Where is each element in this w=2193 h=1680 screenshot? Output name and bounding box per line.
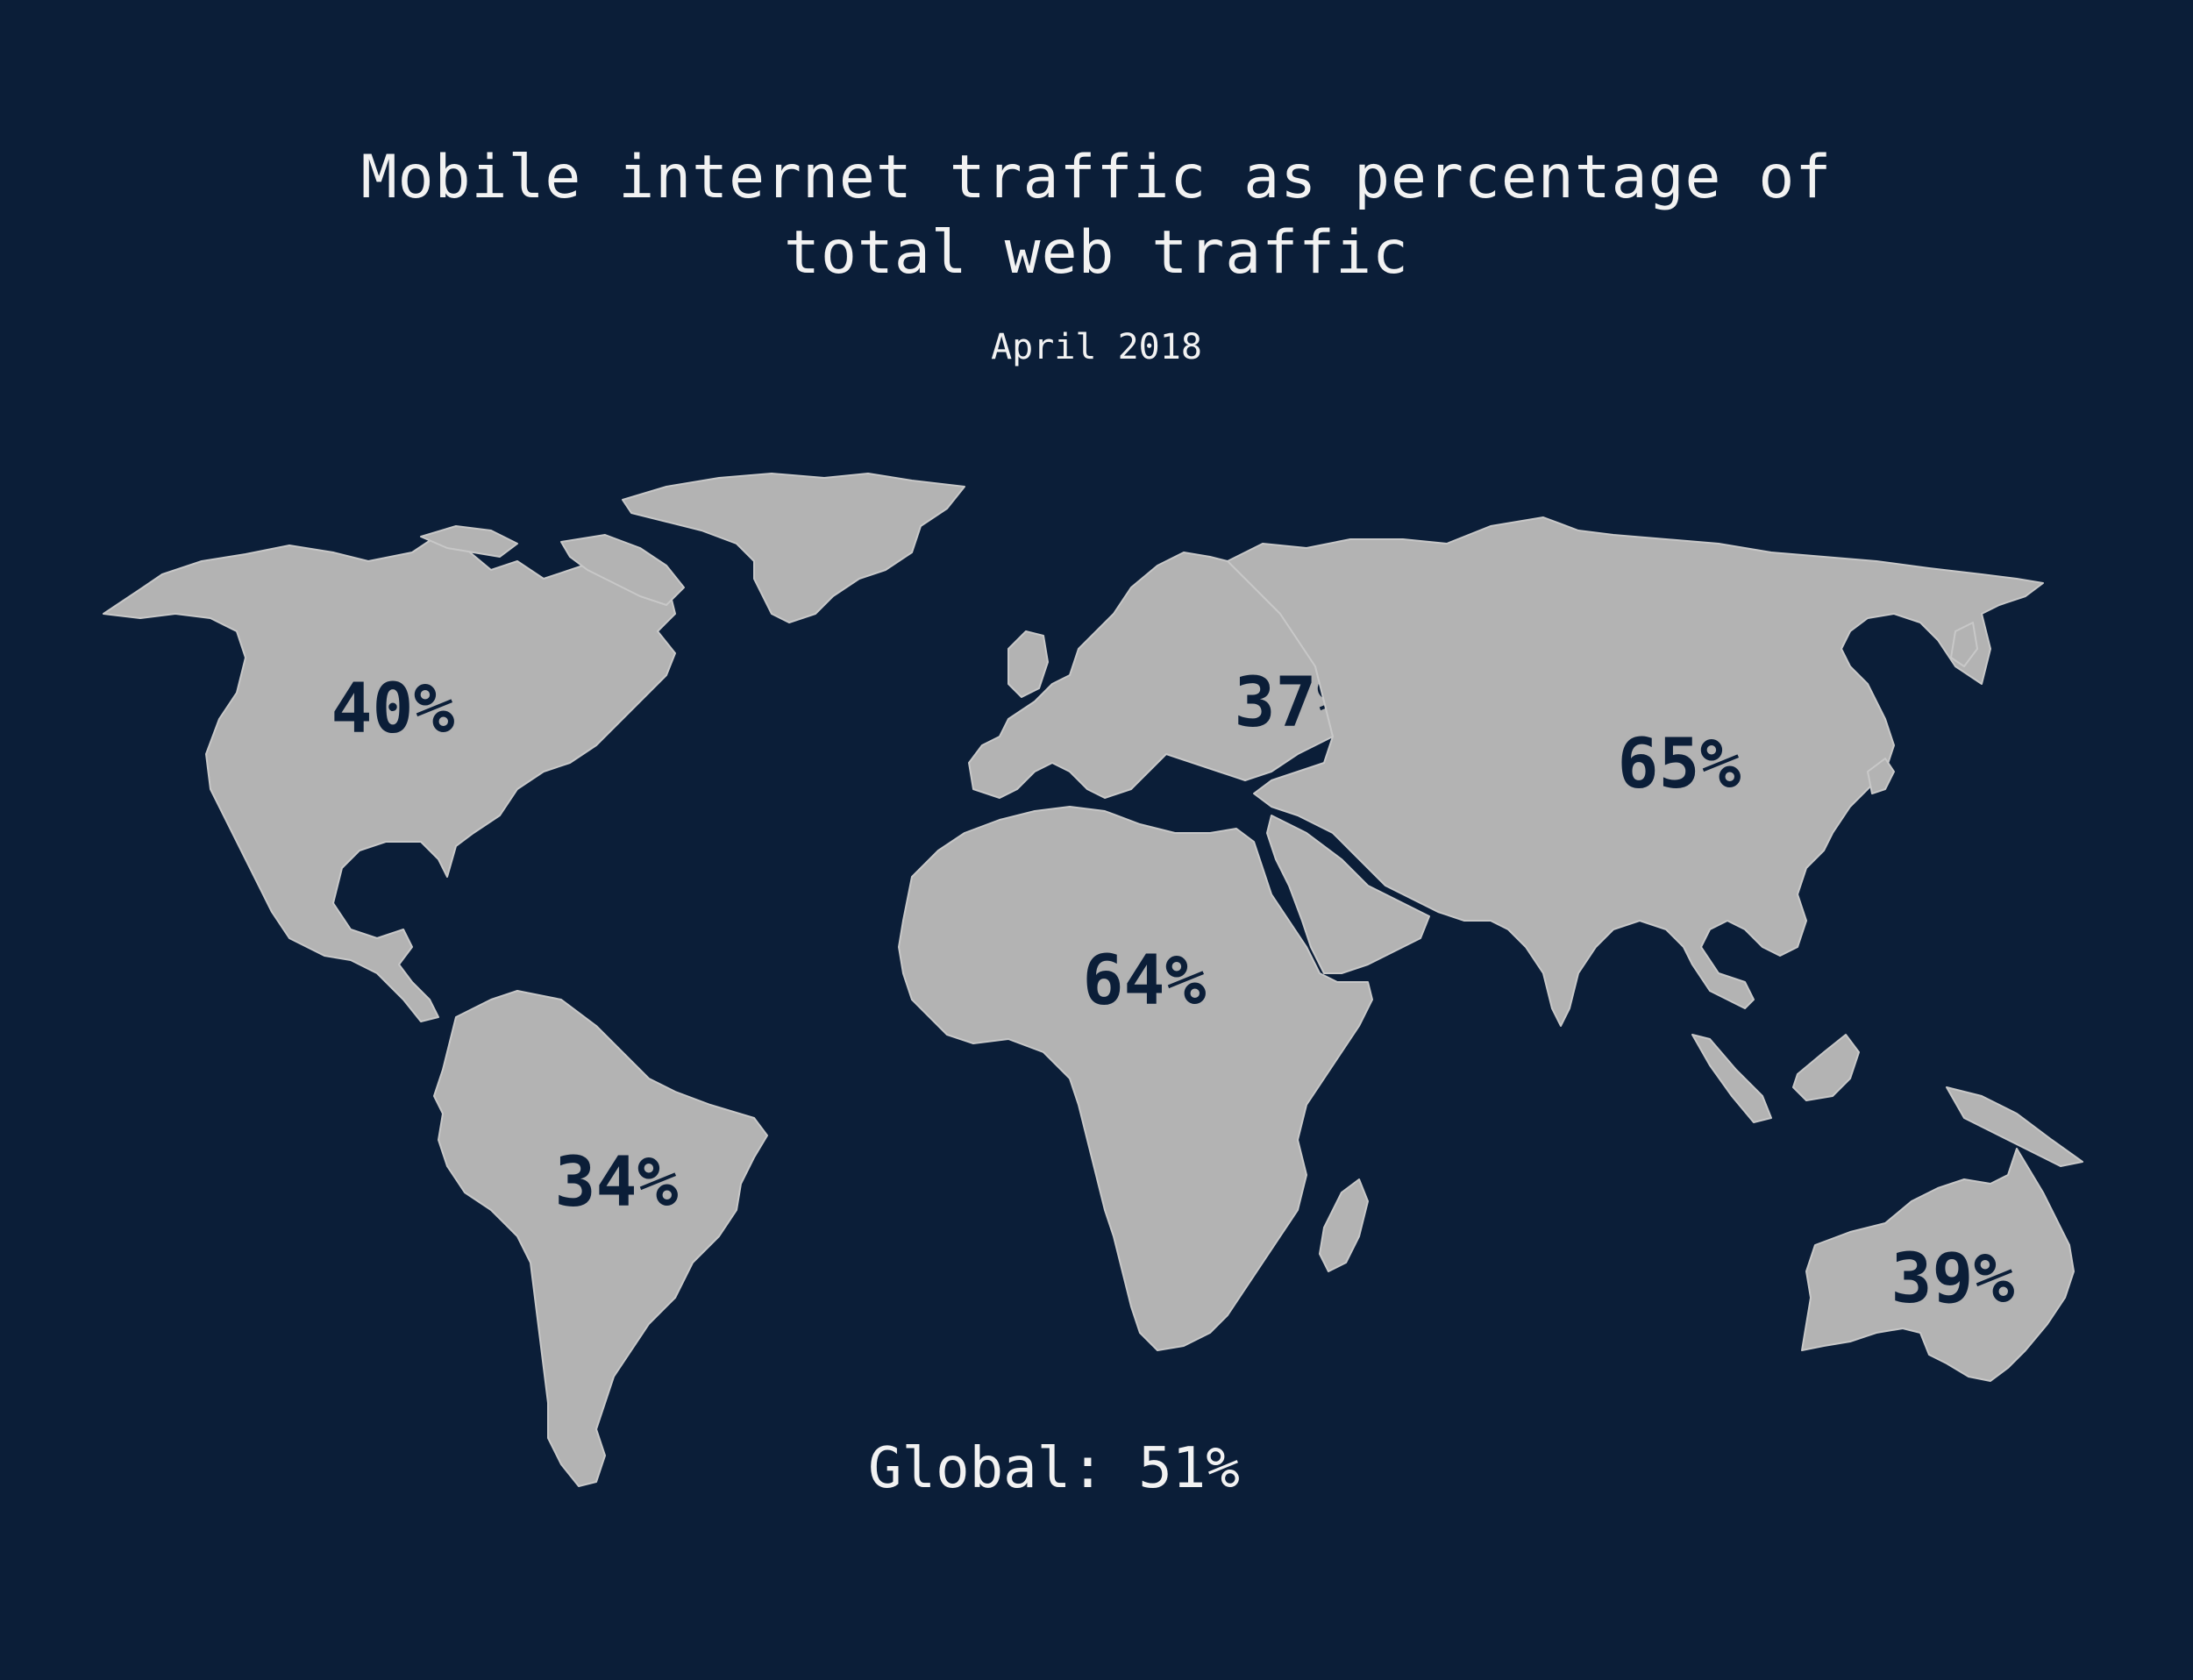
region-label-oceania: 39% [1891,1240,2015,1319]
region-oceania: 39% [1801,1148,2075,1382]
japan-landmass [1867,622,1978,794]
southeast-asia-islands-landmass [1691,1034,2083,1167]
greenland-landmass [622,473,965,623]
asia-landmass [1227,516,2044,1027]
north-america-landmass [103,534,676,1022]
region-label-south-america: 34% [555,1143,679,1222]
south-america-landmass [433,990,768,1487]
global-summary: Global: 51% [868,1436,1240,1501]
arctic-islands-landmass [420,525,685,606]
africa-landmass [898,806,1373,1351]
map-title: Mobile internet traffic as percentage of… [360,143,1833,288]
arabia-landmass [1266,815,1430,974]
uk-landmass [1007,630,1049,698]
region-africa: 64% [898,806,1373,1351]
madagascar-landmass [1319,1178,1369,1272]
region-asia: 65% [1227,516,2083,1167]
region-south-america: 34% [433,990,768,1487]
region-label-africa: 64% [1083,942,1207,1021]
europe-landmass [968,552,1334,799]
region-north-america: 40% [103,473,965,1022]
region-label-asia: 65% [1618,725,1741,804]
australia-landmass [1801,1148,2075,1382]
map-subtitle: April 2018 [991,327,1202,367]
region-label-north-america: 40% [331,670,455,749]
